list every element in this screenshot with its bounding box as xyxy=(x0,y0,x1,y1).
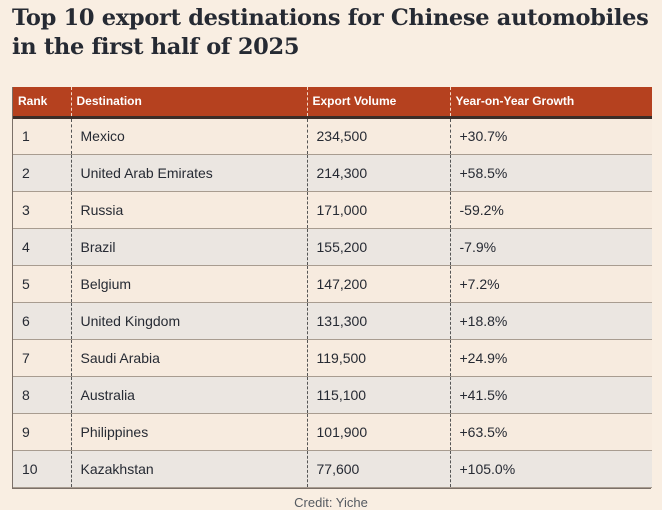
cell-yoy-growth: -7.9% xyxy=(449,228,652,266)
header-rank: Rank xyxy=(13,87,71,119)
cell-yoy-growth: +105.0% xyxy=(449,450,652,488)
cell-destination: United Arab Emirates xyxy=(70,154,307,192)
cell-destination: Australia xyxy=(70,376,307,414)
export-destinations-table: Rank Destination Export Volume Year-on-Y… xyxy=(13,87,652,488)
table-row: 3 Russia 171,000 -59.2% xyxy=(13,191,652,229)
cell-destination: Philippines xyxy=(70,413,307,451)
cell-yoy-growth: +41.5% xyxy=(449,376,652,414)
cell-rank: 8 xyxy=(13,376,71,414)
cell-destination: Brazil xyxy=(70,228,307,266)
cell-rank: 3 xyxy=(13,191,71,229)
cell-destination: United Kingdom xyxy=(70,302,307,340)
table-row: 10 Kazakhstan 77,600 +105.0% xyxy=(13,450,652,488)
cell-rank: 7 xyxy=(13,339,71,377)
cell-yoy-growth: +63.5% xyxy=(449,413,652,451)
cell-yoy-growth: +18.8% xyxy=(449,302,652,340)
table-header: Rank Destination Export Volume Year-on-Y… xyxy=(13,87,652,119)
header-destination: Destination xyxy=(70,87,307,119)
cell-export-volume: 171,000 xyxy=(306,191,450,229)
table-body: 1 Mexico 234,500 +30.7% 2 United Arab Em… xyxy=(13,117,652,488)
cell-rank: 4 xyxy=(13,228,71,266)
table-header-row: Rank Destination Export Volume Year-on-Y… xyxy=(13,87,652,119)
export-table-container: Rank Destination Export Volume Year-on-Y… xyxy=(12,87,652,489)
cell-destination: Belgium xyxy=(70,265,307,303)
cell-yoy-growth: +58.5% xyxy=(449,154,652,192)
cell-yoy-growth: +7.2% xyxy=(449,265,652,303)
table-row: 1 Mexico 234,500 +30.7% xyxy=(13,117,652,155)
cell-rank: 1 xyxy=(13,117,71,155)
cell-export-volume: 214,300 xyxy=(306,154,450,192)
table-row: 6 United Kingdom 131,300 +18.8% xyxy=(13,302,652,340)
cell-export-volume: 155,200 xyxy=(306,228,450,266)
table-row: 9 Philippines 101,900 +63.5% xyxy=(13,413,652,451)
credit-line: Credit: Yiche xyxy=(294,495,368,510)
cell-destination: Mexico xyxy=(70,117,307,155)
table-row: 5 Belgium 147,200 +7.2% xyxy=(13,265,652,303)
cell-rank: 6 xyxy=(13,302,71,340)
table-row: 2 United Arab Emirates 214,300 +58.5% xyxy=(13,154,652,192)
cell-yoy-growth: +24.9% xyxy=(449,339,652,377)
table-row: 8 Australia 115,100 +41.5% xyxy=(13,376,652,414)
cell-rank: 5 xyxy=(13,265,71,303)
cell-destination: Saudi Arabia xyxy=(70,339,307,377)
table-row: 7 Saudi Arabia 119,500 +24.9% xyxy=(13,339,652,377)
cell-export-volume: 131,300 xyxy=(306,302,450,340)
cell-export-volume: 101,900 xyxy=(306,413,450,451)
export-table-frame: Rank Destination Export Volume Year-on-Y… xyxy=(12,87,652,489)
cell-yoy-growth: +30.7% xyxy=(449,117,652,155)
page-title: Top 10 export destinations for Chinese a… xyxy=(12,5,649,60)
cell-yoy-growth: -59.2% xyxy=(449,191,652,229)
table-row: 4 Brazil 155,200 -7.9% xyxy=(13,228,652,266)
cell-export-volume: 115,100 xyxy=(306,376,450,414)
cell-rank: 2 xyxy=(13,154,71,192)
cell-destination: Russia xyxy=(70,191,307,229)
header-yoy-growth: Year-on-Year Growth xyxy=(449,87,652,119)
cell-export-volume: 147,200 xyxy=(306,265,450,303)
cell-rank: 10 xyxy=(13,450,71,488)
cell-rank: 9 xyxy=(13,413,71,451)
cell-export-volume: 119,500 xyxy=(306,339,450,377)
cell-export-volume: 234,500 xyxy=(306,117,450,155)
cell-export-volume: 77,600 xyxy=(306,450,450,488)
header-export-volume: Export Volume xyxy=(306,87,450,119)
cell-destination: Kazakhstan xyxy=(70,450,307,488)
